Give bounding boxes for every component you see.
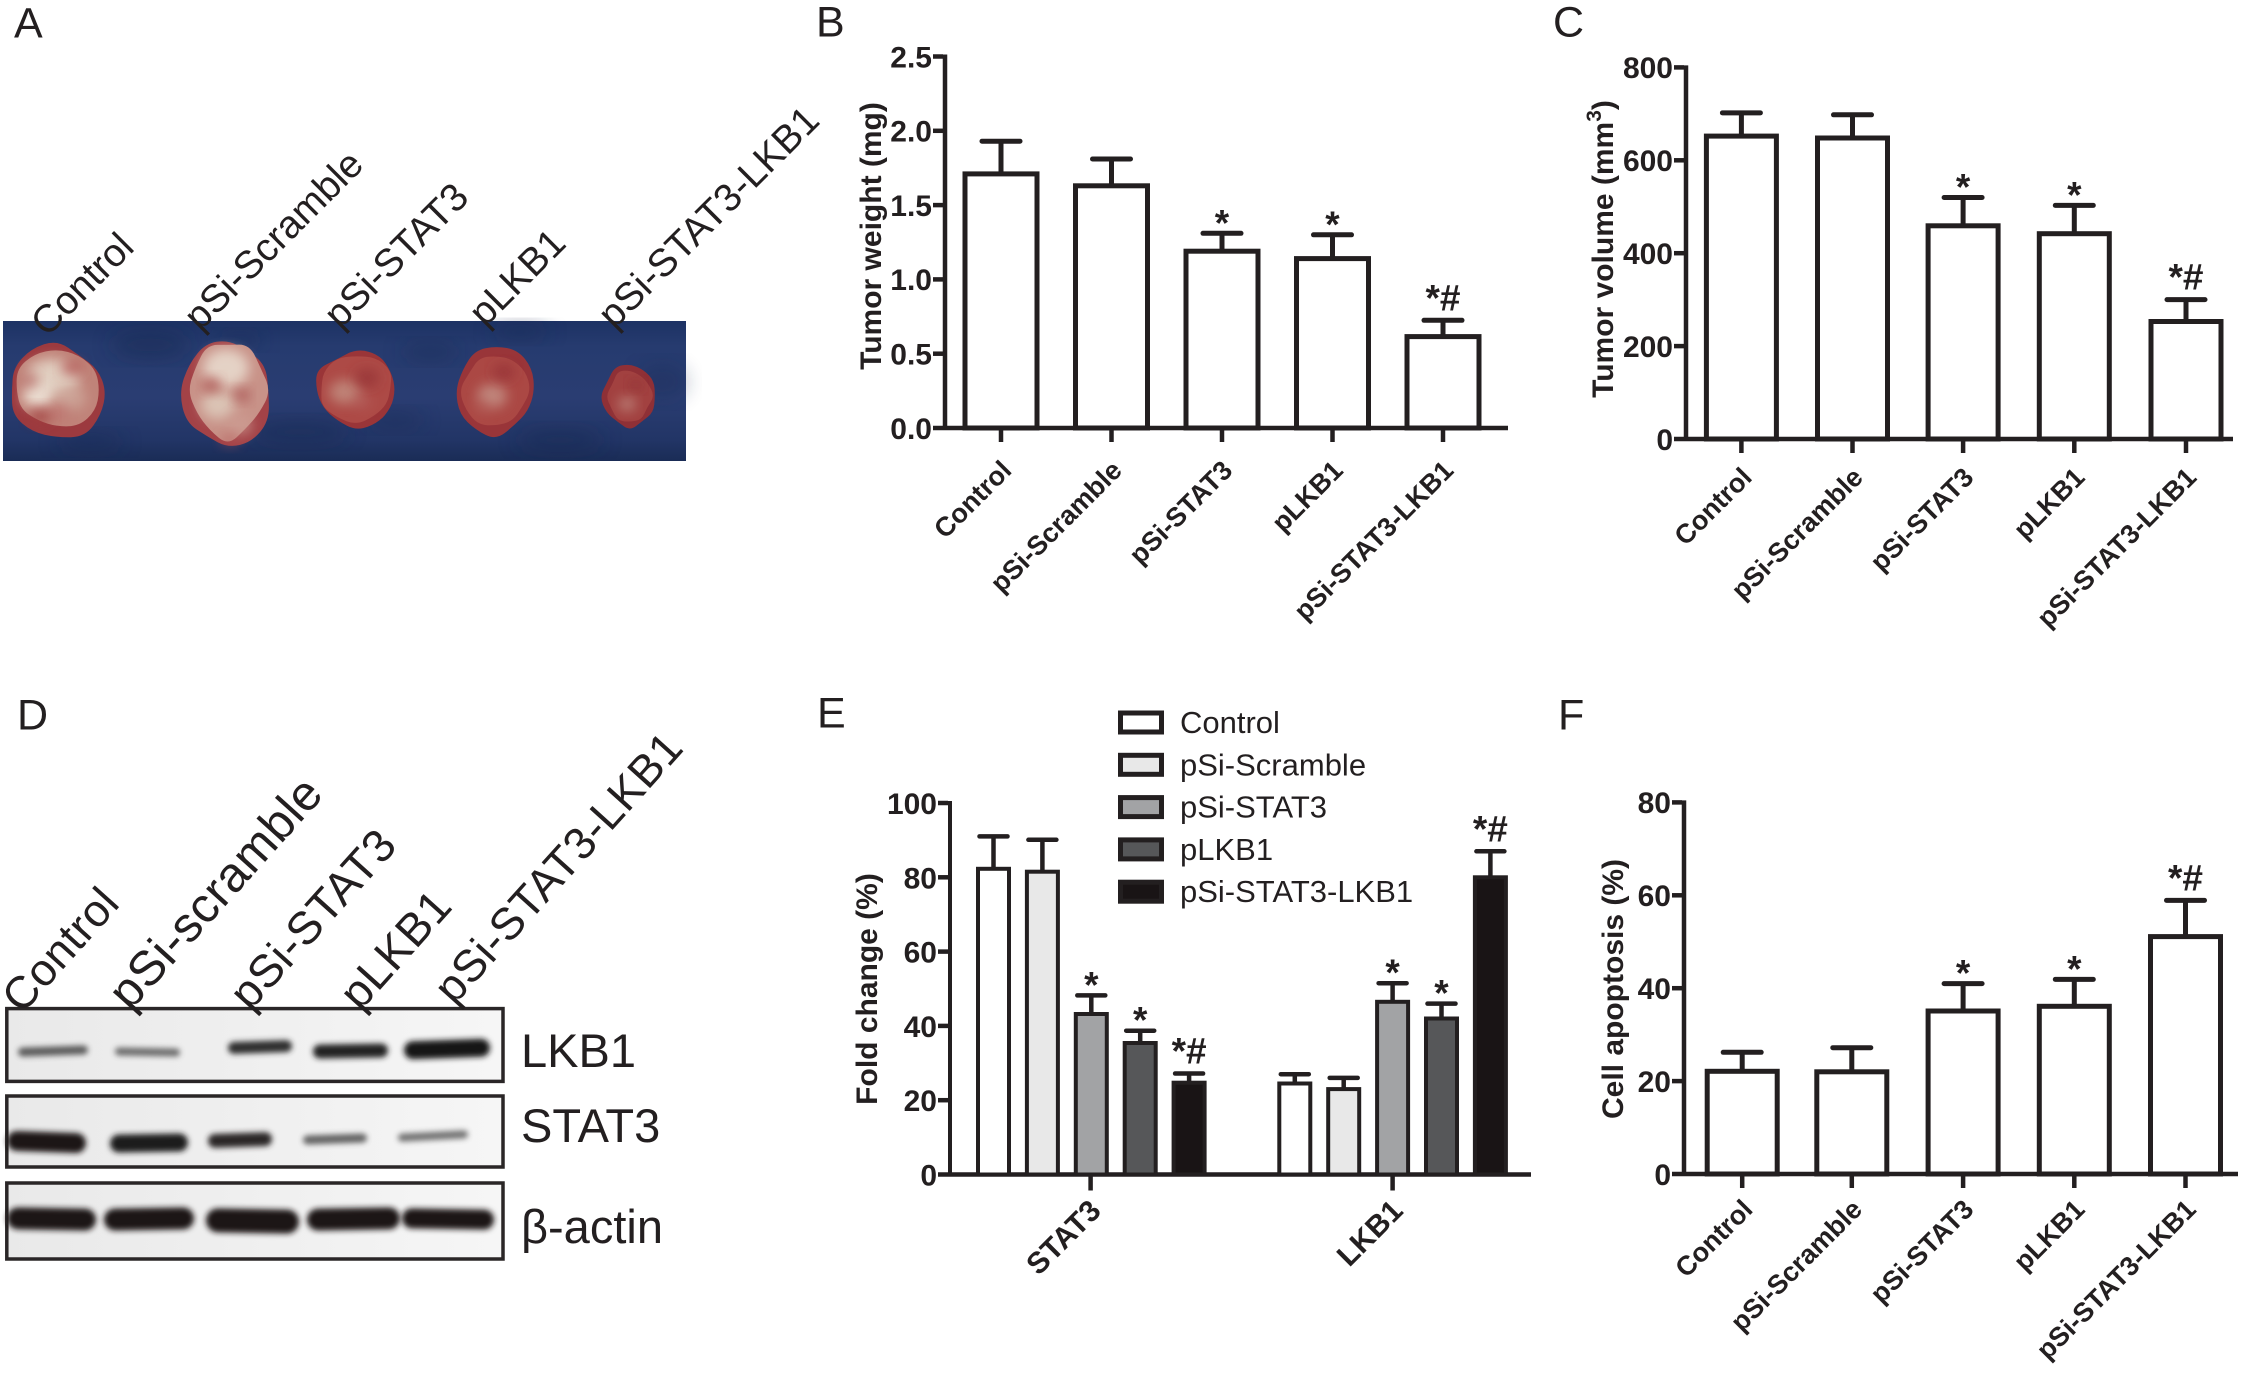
svg-text:*: * xyxy=(1434,973,1449,1014)
svg-text:20: 20 xyxy=(904,1085,937,1118)
svg-text:40: 40 xyxy=(1638,973,1671,1006)
svg-text:*: * xyxy=(1084,964,1099,1005)
svg-text:1.0: 1.0 xyxy=(890,264,932,297)
svg-text:0: 0 xyxy=(920,1160,937,1193)
svg-text:pSi-STAT3-LKB1: pSi-STAT3-LKB1 xyxy=(1180,874,1413,909)
svg-text:D: D xyxy=(17,692,48,740)
svg-text:pSi-STAT3: pSi-STAT3 xyxy=(1180,790,1327,825)
svg-text:600: 600 xyxy=(1623,145,1673,178)
svg-text:20: 20 xyxy=(1638,1066,1671,1099)
svg-text:40: 40 xyxy=(904,1011,937,1044)
svg-text:β-actin: β-actin xyxy=(521,1200,663,1253)
svg-text:*#: *# xyxy=(2168,857,2203,898)
svg-text:*#: *# xyxy=(1426,277,1461,318)
svg-text:*: * xyxy=(1215,202,1230,243)
svg-text:*: * xyxy=(1956,953,1971,994)
svg-text:60: 60 xyxy=(904,937,937,970)
svg-text:Fold change (%): Fold change (%) xyxy=(851,873,884,1105)
svg-text:0.5: 0.5 xyxy=(890,339,932,372)
svg-text:*#: *# xyxy=(2169,257,2204,298)
svg-text:100: 100 xyxy=(887,788,937,821)
svg-text:80: 80 xyxy=(904,862,937,895)
svg-text:0: 0 xyxy=(1656,424,1673,457)
svg-text:800: 800 xyxy=(1623,52,1673,85)
svg-text:*: * xyxy=(1325,204,1340,245)
svg-text:2.0: 2.0 xyxy=(890,116,932,149)
svg-text:1.5: 1.5 xyxy=(890,190,932,223)
svg-text:C: C xyxy=(1553,0,1584,47)
svg-text:STAT3: STAT3 xyxy=(521,1099,660,1152)
svg-text:80: 80 xyxy=(1638,787,1671,820)
svg-text:*: * xyxy=(2067,174,2082,215)
svg-text:200: 200 xyxy=(1623,331,1673,364)
svg-text:*: * xyxy=(1956,167,1971,208)
svg-text:Tumor volume (mm3): Tumor volume (mm3) xyxy=(1583,100,1620,398)
svg-text:pSi-Scramble: pSi-Scramble xyxy=(1180,747,1366,782)
svg-text:B: B xyxy=(816,0,845,47)
svg-text:*#: *# xyxy=(1473,808,1508,849)
svg-text:*: * xyxy=(2067,948,2082,989)
svg-text:400: 400 xyxy=(1623,238,1673,271)
svg-text:A: A xyxy=(14,0,43,48)
svg-text:LKB1: LKB1 xyxy=(521,1024,636,1077)
svg-text:Control: Control xyxy=(1180,705,1280,740)
svg-text:*: * xyxy=(1133,1000,1148,1041)
svg-text:E: E xyxy=(817,690,846,738)
svg-text:60: 60 xyxy=(1638,880,1671,913)
svg-text:Tumor weight (mg): Tumor weight (mg) xyxy=(855,102,888,370)
svg-text:*#: *# xyxy=(1172,1031,1207,1072)
svg-text:pLKB1: pLKB1 xyxy=(1180,832,1273,867)
svg-text:F: F xyxy=(1558,692,1584,740)
svg-text:Cell apoptosis (%): Cell apoptosis (%) xyxy=(1597,859,1630,1119)
svg-text:0.0: 0.0 xyxy=(890,413,932,446)
svg-text:0: 0 xyxy=(1654,1159,1671,1192)
svg-text:2.5: 2.5 xyxy=(890,41,932,74)
svg-text:*: * xyxy=(1385,952,1400,993)
